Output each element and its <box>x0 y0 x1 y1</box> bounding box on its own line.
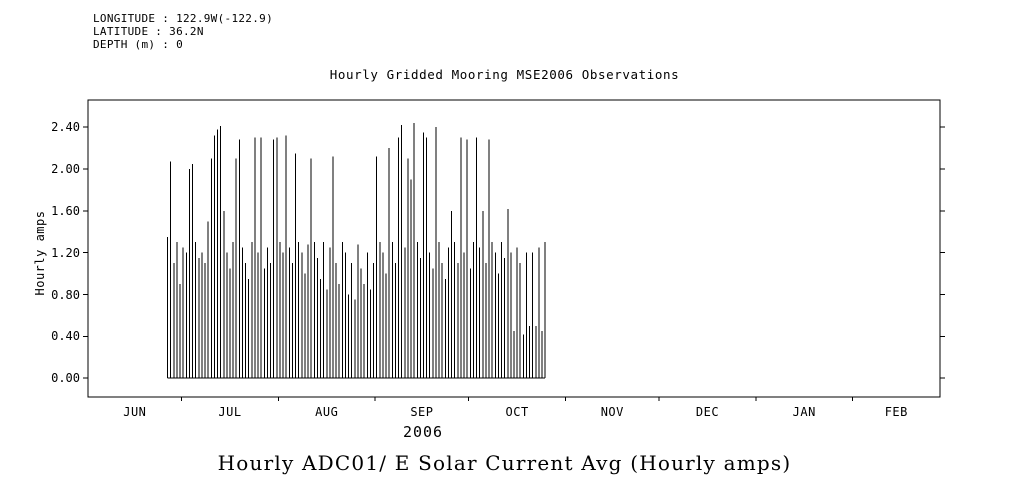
plot-frame <box>87 99 941 398</box>
x-tick-label: NOV <box>600 405 624 419</box>
longitude-label: LONGITUDE : 122.9W(-122.9) <box>93 12 273 25</box>
x-tick-label: OCT <box>505 405 529 419</box>
y-tick-label: 2.40 <box>51 120 80 135</box>
x-tick-label: JAN <box>792 405 816 419</box>
y-tick-label: 0.80 <box>51 287 80 302</box>
plot-title: Hourly Gridded Mooring MSE2006 Observati… <box>329 67 680 82</box>
y-tick-label: 0.00 <box>51 371 80 386</box>
data-spikes <box>167 123 546 379</box>
x-tick-label: FEB <box>884 405 908 419</box>
x-axis-year-label: 2006 <box>402 423 444 441</box>
depth-label: DEPTH (m) : 0 <box>93 38 183 51</box>
latitude-label: LATITUDE : 36.2N <box>93 25 204 38</box>
figure-title: Hourly ADC01/ E Solar Current Avg (Hourl… <box>217 451 792 475</box>
x-tick-label: JUL <box>218 405 242 419</box>
x-tick-label: AUG <box>315 405 339 419</box>
y-tick-label: 2.00 <box>51 162 80 177</box>
y-tick-label: 1.20 <box>51 245 80 260</box>
x-tick-label: SEP <box>410 405 434 419</box>
metadata-block: LONGITUDE : 122.9W(-122.9) LATITUDE : 36… <box>93 12 273 51</box>
y-tick-label: 0.40 <box>51 329 80 344</box>
x-tick-label: JUN <box>123 405 147 419</box>
y-tick-label: 1.60 <box>51 203 80 218</box>
x-tick-label: DEC <box>695 405 720 419</box>
